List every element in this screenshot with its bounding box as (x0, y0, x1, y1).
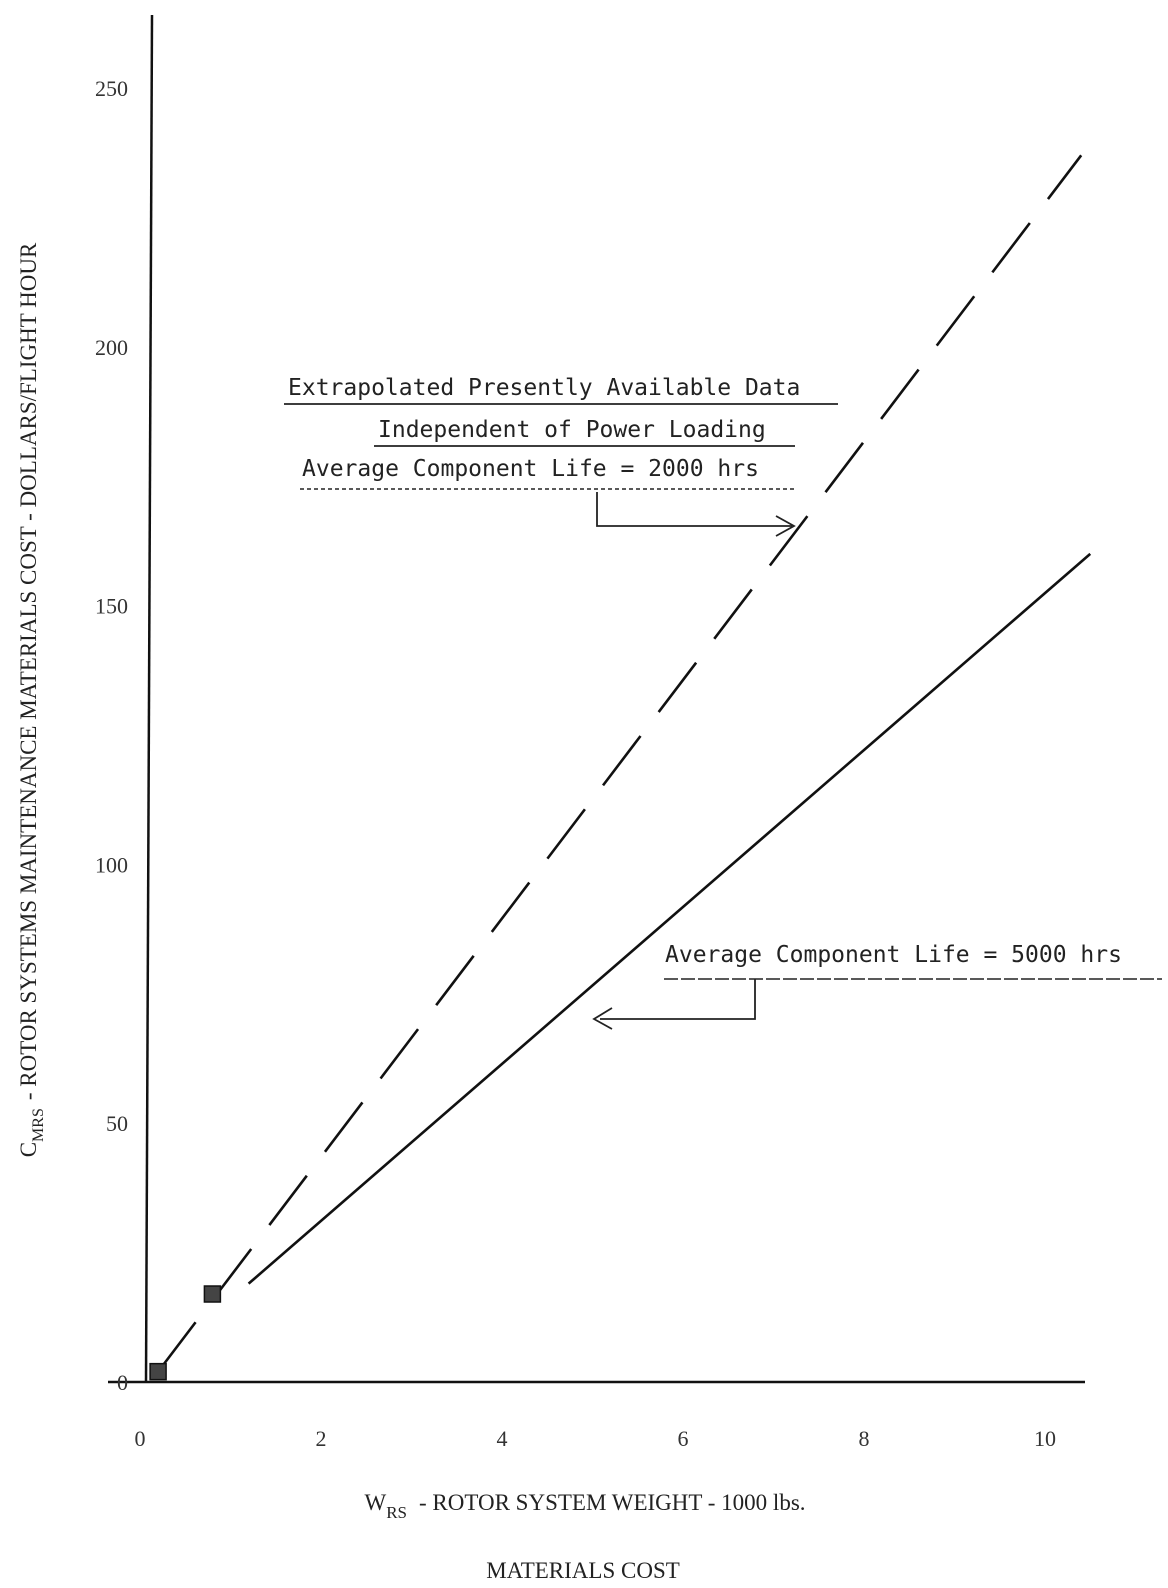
x-axis-title: WRS - ROTOR SYSTEM WEIGHT - 1000 lbs. (364, 1490, 805, 1522)
series-line-2000-hrs (157, 154, 1083, 1373)
marker-group (149, 1285, 222, 1381)
chart-title: MATERIALS COST (486, 1558, 680, 1583)
annotation-leader-2000 (596, 492, 792, 527)
series-group (157, 154, 1092, 1373)
y-tick-label: 100 (95, 852, 128, 877)
data-point-marker (203, 1285, 222, 1303)
x-tick-label: 4 (497, 1426, 508, 1451)
y-axis-title: CMRS - ROTOR SYSTEMS MAINTENANCE MATERIAL… (16, 242, 47, 1157)
y-tick-label: 0 (117, 1370, 128, 1395)
series-line-5000-hrs (247, 552, 1092, 1285)
annotation-5000-hrs: Average Component Life = 5000 hrs (592, 942, 1162, 1030)
annotation-line-1: Extrapolated Presently Available Data (288, 375, 800, 401)
x-tick-labels: 0 2 4 6 8 10 (135, 1426, 1057, 1451)
y-tick-label: 50 (106, 1111, 128, 1136)
arrow-right-icon (775, 515, 796, 537)
x-tick-label: 6 (678, 1426, 689, 1451)
y-axis-title-subscript: MRS (30, 1108, 47, 1142)
arrow-left-icon (592, 1007, 613, 1030)
x-tick-label: 8 (859, 1426, 870, 1451)
annotation-line-3: Average Component Life = 2000 hrs (302, 456, 759, 482)
y-axis-title-rest: - ROTOR SYSTEMS MAINTENANCE MATERIALS CO… (16, 242, 41, 1100)
x-tick-label: 0 (135, 1426, 146, 1451)
y-axis-title-main: C (16, 1142, 41, 1157)
annotation-2000-hrs: Extrapolated Presently Available Data In… (284, 375, 838, 537)
y-axis (144, 14, 154, 1383)
svg-text:CMRS- ROTOR SYSTEMS MAINTENANC: CMRS - ROTOR SYSTEMS MAINTENANCE MATERIAL… (16, 242, 47, 1157)
annotation-line-5000: Average Component Life = 5000 hrs (665, 942, 1122, 968)
x-tick-label: 10 (1034, 1426, 1056, 1451)
x-axis-title-rest: - ROTOR SYSTEM WEIGHT - 1000 lbs. (419, 1490, 806, 1515)
y-tick-label: 250 (95, 76, 128, 101)
x-tick-label: 2 (316, 1426, 327, 1451)
x-axis-title-main: W (364, 1490, 386, 1515)
y-tick-label: 200 (95, 335, 128, 360)
y-tick-labels: 0 50 100 150 200 250 (95, 76, 128, 1395)
y-tick-label: 150 (95, 594, 128, 619)
x-axis-title-subscript: RS (386, 1503, 407, 1522)
annotation-line-2: Independent of Power Loading (378, 417, 766, 443)
annotation-leader-5000 (600, 979, 756, 1020)
data-point-marker (149, 1362, 167, 1381)
